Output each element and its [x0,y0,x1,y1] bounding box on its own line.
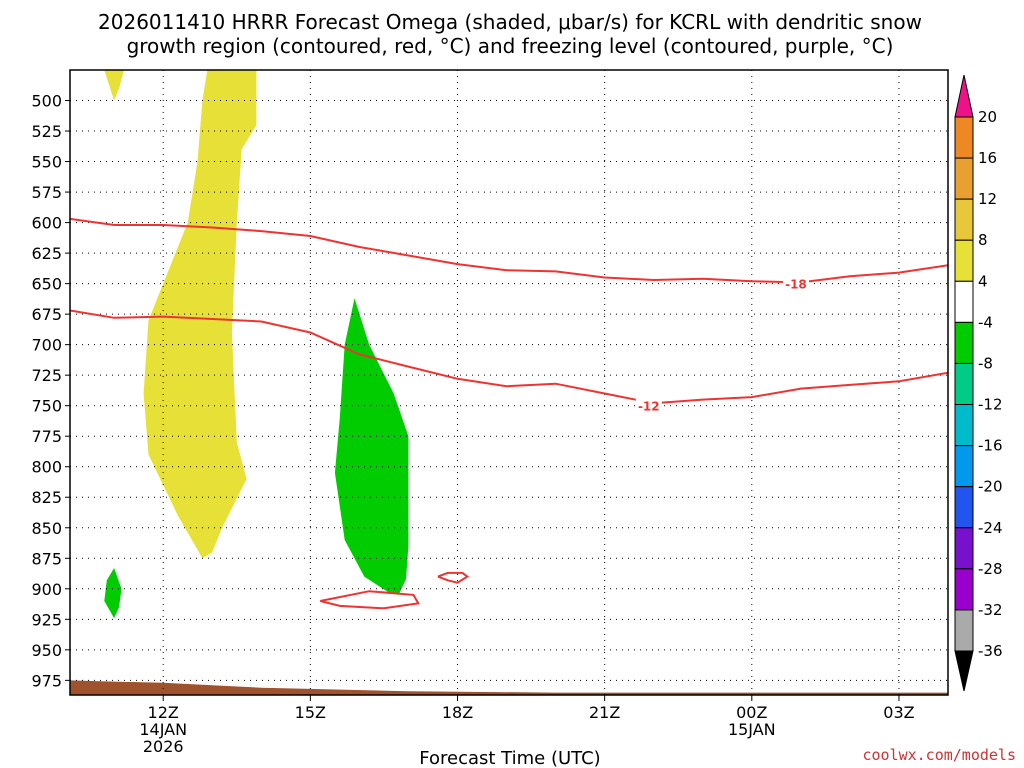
y-tick-label: 525 [31,122,62,141]
isotherm-contour [319,590,420,610]
y-tick-label: 975 [31,671,62,690]
plot-area: -18 -12 [70,70,948,695]
contour-label-bg [635,398,662,413]
x-tick-label: 03Z [883,703,914,722]
chart-title-line-1: 2026011410 HRRR Forecast Omega (shaded, … [98,10,922,34]
colorbar: 20 16 12 8 4 -4 -8 -12 -16 -20 -24 -28 -32 -36 [954,74,1003,692]
x-tick-label: 12Z [148,703,179,722]
isotherm-contour [437,571,470,584]
isotherm-contour [70,309,948,405]
plot-frame [69,69,949,696]
x-tick-label: 2026 [143,737,184,756]
colorbar-label: -12 [978,396,1003,414]
y-tick-label: 625 [31,244,62,263]
contour-label-bg [782,276,809,291]
colorbar-segment [954,404,974,447]
colorbar-label: 16 [978,149,997,167]
y-tick-label: 950 [31,641,62,660]
y-tick-label: 875 [31,549,62,568]
rising-omega-main-plume [143,70,257,559]
y-tick-label: 925 [31,610,62,629]
x-tick-label: 14JAN [139,720,187,739]
y-tick-label: 650 [31,275,62,294]
sinking-omega-main-cell [334,298,409,595]
colorbar-segment [954,157,974,200]
colorbar-label: -20 [978,478,1003,496]
y-tick-label: 675 [31,305,62,324]
colorbar-label: 8 [978,231,988,249]
colorbar-bottom-cap [954,650,974,692]
colorbar-label: -36 [978,642,1003,660]
colorbar-label: -32 [978,601,1003,619]
sinking-omega-small-cell [104,568,122,619]
colorbar-label: -28 [978,560,1003,578]
y-tick-label: 750 [31,397,62,416]
chart-title-line-2: growth region (contoured, red, °C) and f… [127,34,894,58]
colorbar-segment [954,527,974,570]
colorbar-segment [954,198,974,241]
colorbar-segment [954,486,974,529]
x-tick-label: 15JAN [728,720,776,739]
x-tick-label: 15Z [295,703,326,722]
x-tick-label: 00Z [736,703,767,722]
y-tick-label: 500 [31,92,62,111]
colorbar-segment [954,280,974,323]
y-tick-label: 775 [31,427,62,446]
y-tick-label: 800 [31,458,62,477]
contour-label: -18 [785,278,807,292]
x-tick-label: 21Z [589,703,620,722]
y-tick-label: 600 [31,214,62,233]
y-tick-label: 850 [31,519,62,538]
x-tick-label: 18Z [442,703,473,722]
colorbar-label: 12 [978,190,997,208]
colorbar-segment [954,116,974,159]
y-tick-label: 725 [31,366,62,385]
colorbar-label: 4 [978,272,988,290]
rising-omega-top-sliver [104,70,124,101]
colorbar-label: -4 [978,313,993,331]
y-tick-label: 550 [31,153,62,172]
y-tick-label: 825 [31,488,62,507]
colorbar-segment [954,239,974,282]
colorbar-segment [954,445,974,488]
colorbar-label: -24 [978,519,1003,537]
colorbar-segment [954,362,974,406]
x-axis-title: Forecast Time (UTC) [419,748,600,768]
colorbar-label: -8 [978,354,993,372]
source-credit: coolwx.com/models [862,746,1016,764]
colorbar-segment [954,609,974,652]
y-tick-label: 575 [31,183,62,202]
y-tick-label: 900 [31,580,62,599]
terrain-fill [70,680,948,695]
contour-label: -12 [638,400,660,414]
colorbar-label: -16 [978,437,1003,455]
colorbar-segment [954,321,974,364]
axes: 500 525 550 575 600 625 650 675 700 725 750 775 800 8… [31,69,949,756]
colorbar-segment [954,568,974,611]
colorbar-label: 20 [978,108,997,126]
y-tick-label: 700 [31,336,62,355]
colorbar-top-cap [954,74,974,118]
